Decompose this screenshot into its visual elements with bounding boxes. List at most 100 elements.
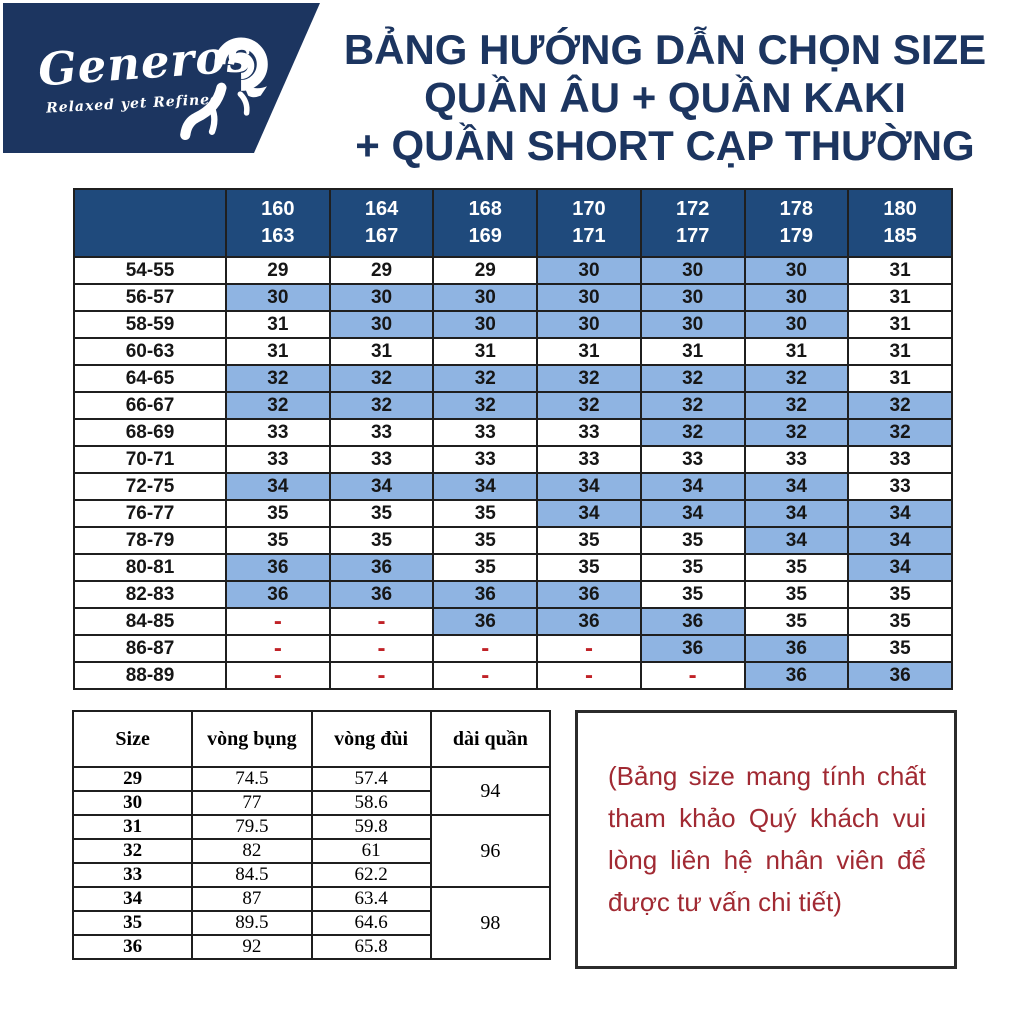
size-cell: 34: [743, 499, 850, 528]
size-cell: 33: [639, 445, 746, 474]
size-chart-row: 58-59 31 30 30 30 30 30 31: [73, 310, 953, 339]
size-chart: 160 163 164 167 168 169 170 171 172 177 178 179 180 1…: [73, 188, 953, 690]
size-cell: 34: [847, 553, 953, 582]
size-chart-head-row: 160 163 164 167 168 169 170 171 172 177 178 179 180 1…: [73, 188, 953, 258]
size-cell: 33: [536, 418, 642, 447]
no-size-cell: -: [432, 634, 539, 663]
size-cell: 36: [536, 580, 642, 609]
waist-range-label: 68-69: [73, 418, 227, 447]
measurement-table-el: Size vòng bụng vòng đùi dài quần 29 74.5 57.4…: [71, 710, 552, 960]
height-range-header: 170 171: [536, 188, 642, 258]
size-cell: 35: [328, 499, 435, 528]
size-cell: 36: [328, 580, 435, 609]
size-cell: 33: [225, 445, 331, 474]
height-range-header: 168 169: [432, 188, 539, 258]
size-cell: 36: [432, 580, 539, 609]
height-range-top: 178: [779, 198, 814, 220]
measure-size-cell: 34: [71, 886, 194, 912]
note-text: (Bảng size mang tính chất tham khảo Quý …: [608, 761, 926, 917]
size-cell: 33: [432, 418, 539, 447]
size-cell: 32: [432, 364, 539, 393]
size-cell: 35: [536, 553, 642, 582]
size-cell: 36: [743, 661, 850, 690]
measurement-table: Size vòng bụng vòng đùi dài quần 29 74.5 57.4…: [71, 710, 552, 960]
size-cell: 33: [847, 472, 953, 501]
length-measure-cell: 96: [429, 814, 552, 888]
measurement-row: 35 89.5 64.6: [71, 910, 550, 936]
waist-measure-cell: 79.5: [191, 814, 313, 840]
size-cell: 29: [432, 256, 539, 285]
size-cell: 30: [743, 256, 850, 285]
measurement-row: 29 74.5 57.4 94: [71, 766, 552, 816]
thigh-measure-cell: 58.6: [310, 790, 432, 816]
measurement-body: 29 74.5 57.4 94 30 77 58.6 31 79.5 59.8 96 32 82 61 33…: [71, 766, 552, 960]
size-cell: 34: [743, 472, 850, 501]
page-title: BẢNG HƯỚNG DẪN CHỌN SIZE QUẦN ÂU + QUẦN …: [320, 26, 1010, 170]
size-cell: 32: [536, 391, 642, 420]
height-range-bottom: 185: [883, 225, 917, 247]
no-size-cell: -: [225, 634, 331, 663]
corner-cell: [73, 188, 227, 258]
measurement-row: 31 79.5 59.8 96: [71, 814, 552, 888]
size-cell: 34: [847, 499, 953, 528]
height-range-bottom: 179: [779, 225, 814, 247]
size-chart-row: 86-87- - - -36 36 35: [73, 634, 953, 663]
size-cell: 34: [536, 499, 642, 528]
size-cell: 35: [225, 526, 331, 555]
size-cell: 30: [432, 310, 539, 339]
size-cell: 31: [225, 310, 331, 339]
page-title-line1: BẢNG HƯỚNG DẪN CHỌN SIZE: [343, 26, 987, 73]
measurement-header: Size: [71, 710, 194, 768]
size-cell: 35: [225, 499, 331, 528]
waist-measure-cell: 74.5: [191, 766, 313, 792]
size-cell: 34: [639, 499, 746, 528]
height-range-header: 178 179: [743, 188, 850, 258]
size-cell: 36: [225, 553, 331, 582]
length-measure-cell: 98: [429, 886, 552, 960]
measurement-row: 32 82 61: [71, 838, 550, 864]
size-chart-row: 80-81 36 36 35 35 35 35 34: [73, 553, 953, 582]
size-cell: 33: [328, 418, 435, 447]
size-cell: 33: [847, 445, 953, 474]
size-cell: 31: [847, 283, 953, 312]
measurement-row: 36 92 65.8: [71, 934, 550, 960]
measure-size-cell: 31: [71, 814, 194, 840]
waist-measure-cell: 82: [191, 838, 313, 864]
size-cell: 35: [639, 526, 746, 555]
no-size-cell: -: [328, 634, 435, 663]
size-chart-row: 78-79 35 35 35 35 35 34 34: [73, 526, 953, 555]
size-cell: 31: [536, 337, 642, 366]
waist-range-label: 82-83: [73, 580, 227, 609]
thigh-measure-cell: 64.6: [310, 910, 432, 936]
waist-range-label: 54-55: [73, 256, 227, 285]
size-cell: 32: [639, 364, 746, 393]
size-chart-row: 54-55 29 29 29 30 30 30 31: [73, 256, 953, 285]
size-cell: 32: [639, 391, 746, 420]
size-cell: 31: [328, 337, 435, 366]
size-cell: 32: [743, 418, 850, 447]
size-chart-row: 70-71 33 33 33 33 33 33 33: [73, 445, 953, 474]
size-cell: 30: [328, 310, 435, 339]
size-cell: 34: [432, 472, 539, 501]
size-cell: 35: [847, 607, 953, 636]
size-cell: 36: [847, 661, 953, 690]
size-cell: 31: [225, 337, 331, 366]
size-cell: 31: [847, 364, 953, 393]
size-cell: 31: [432, 337, 539, 366]
size-cell: 31: [847, 337, 953, 366]
size-chart-row: 88-89- - - - -36 36: [73, 661, 953, 690]
size-cell: 35: [639, 553, 746, 582]
size-cell: 35: [432, 553, 539, 582]
size-cell: 33: [225, 418, 331, 447]
size-cell: 30: [328, 283, 435, 312]
height-range-bottom: 171: [572, 225, 606, 247]
size-cell: 34: [536, 472, 642, 501]
size-cell: 30: [743, 283, 850, 312]
size-cell: 30: [432, 283, 539, 312]
waist-measure-cell: 87: [191, 886, 313, 912]
no-size-cell: -: [536, 634, 642, 663]
size-cell: 33: [536, 445, 642, 474]
waist-range-label: 72-75: [73, 472, 227, 501]
waist-range-label: 84-85: [73, 607, 227, 636]
waist-measure-cell: 89.5: [191, 910, 313, 936]
